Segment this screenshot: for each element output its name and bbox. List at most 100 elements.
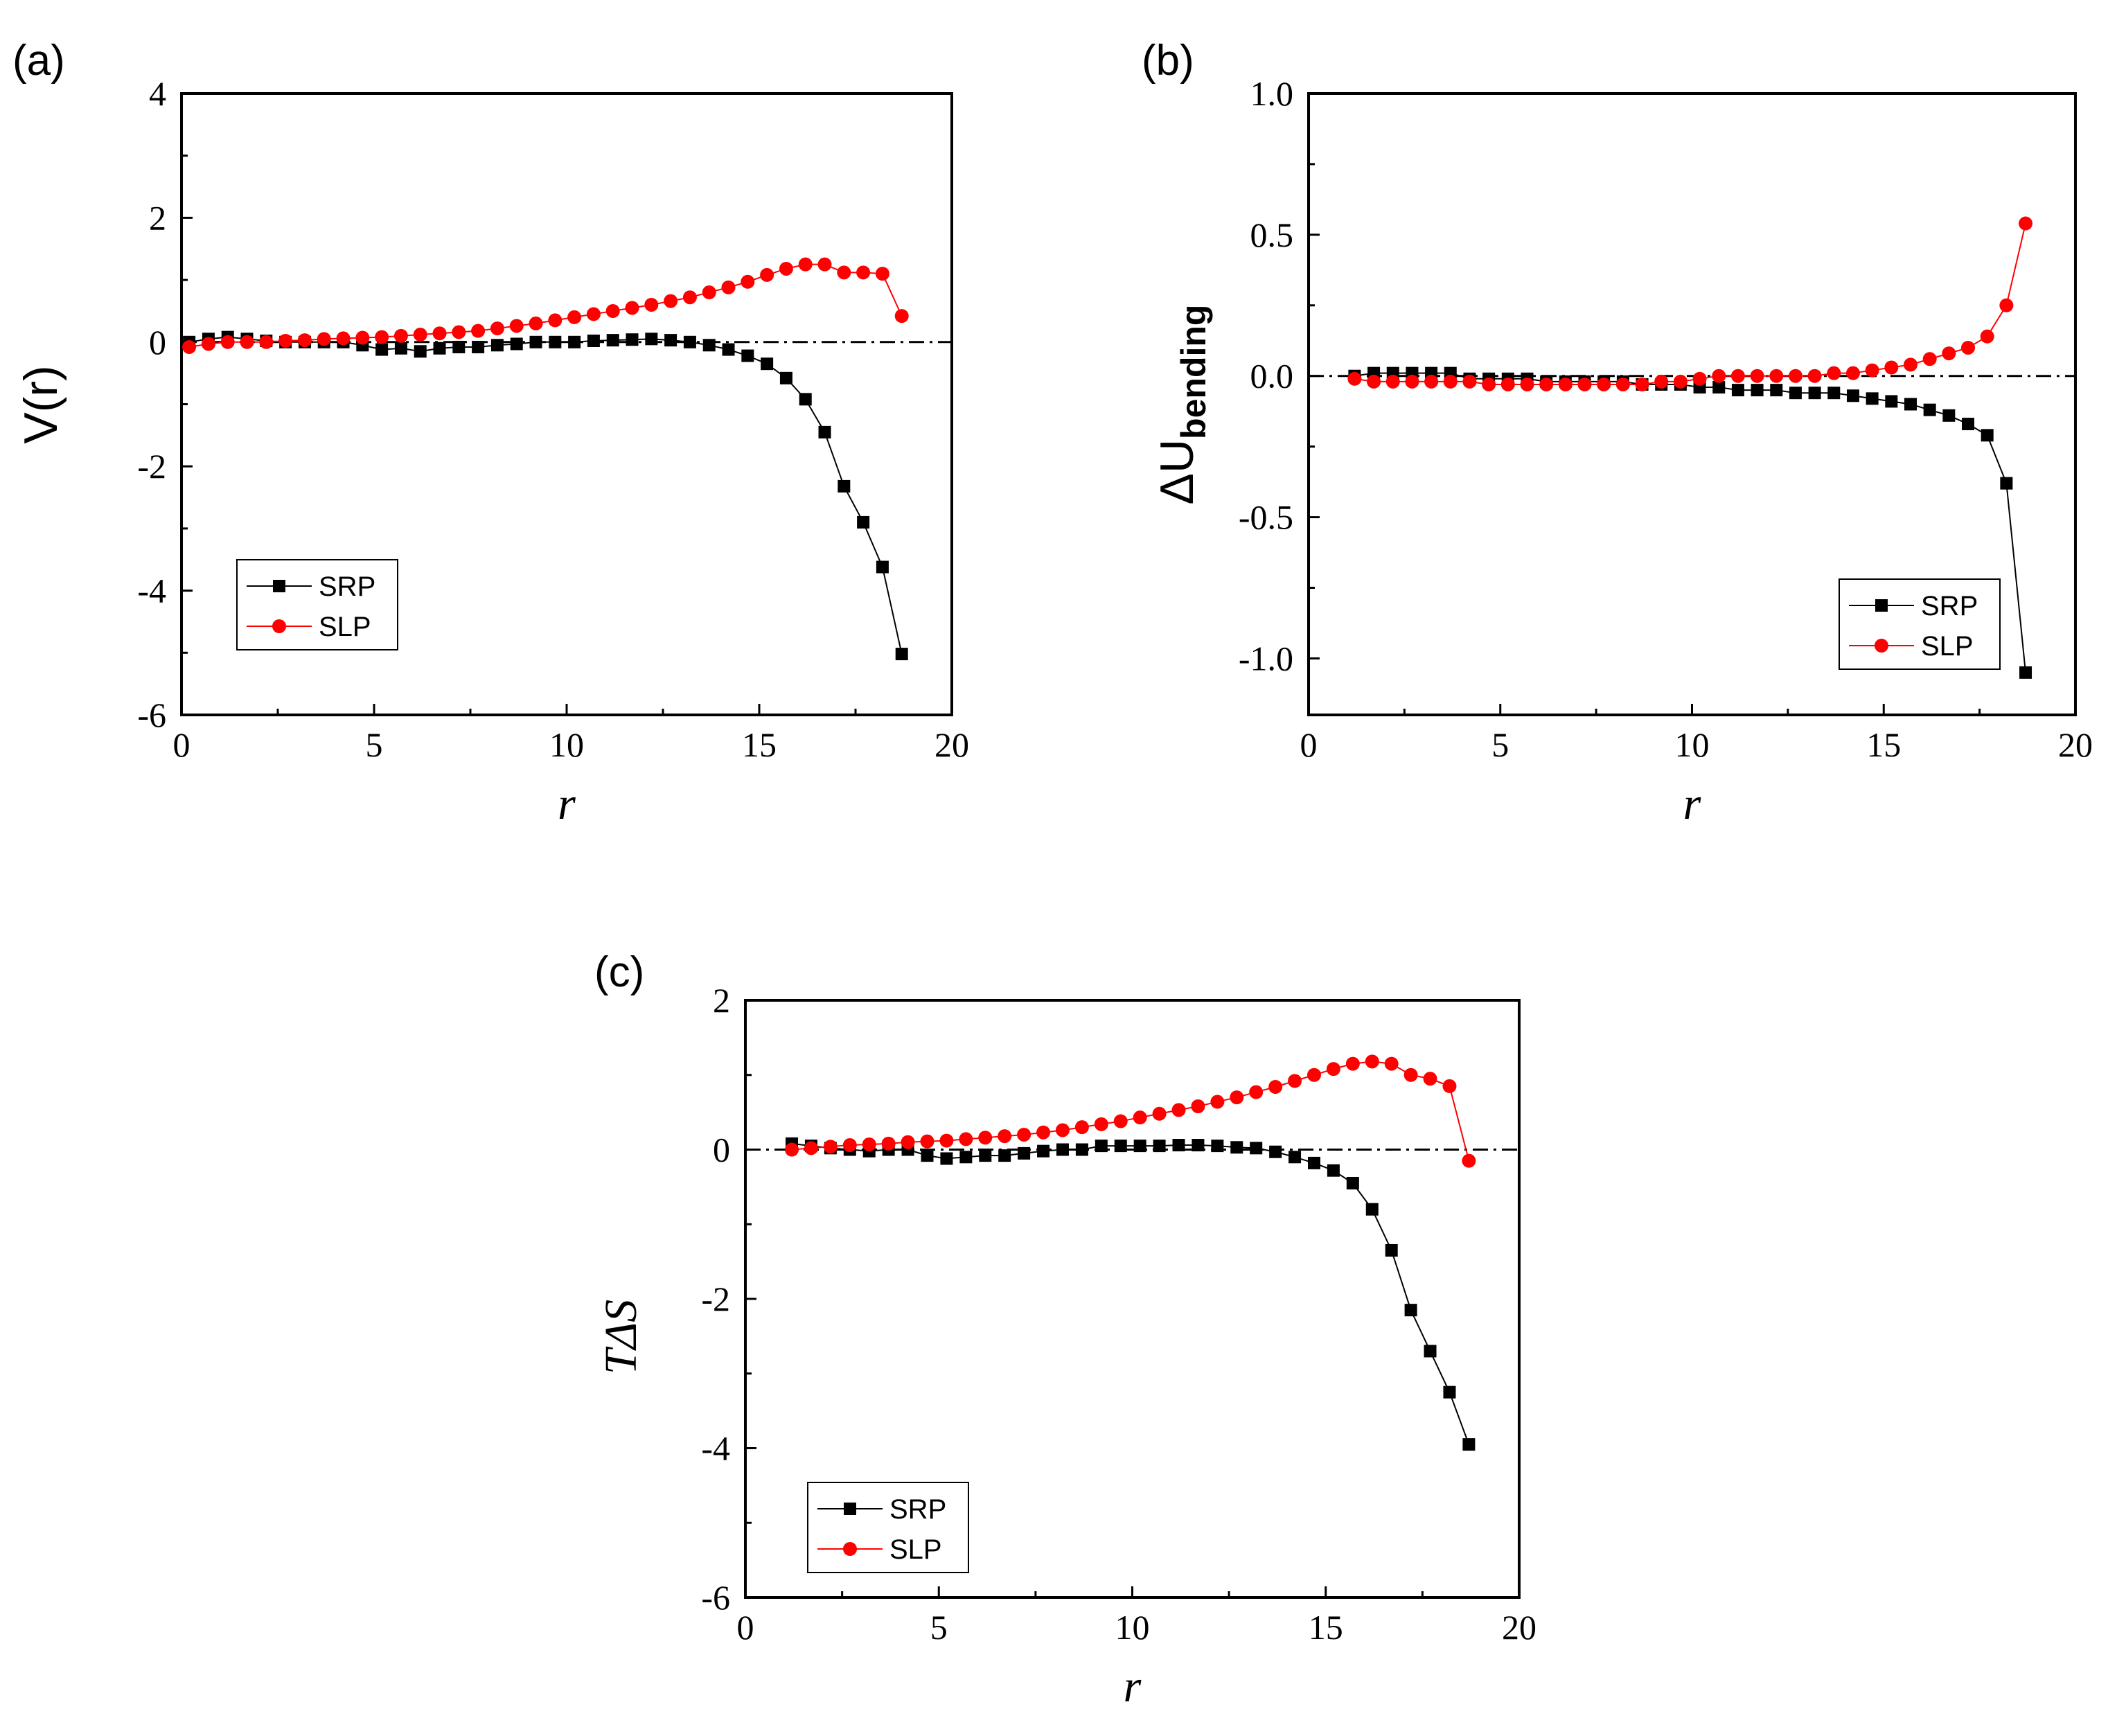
data-point-slp bbox=[1961, 340, 1976, 355]
y-tick-label: -6 bbox=[701, 1578, 730, 1617]
data-point-slp bbox=[1903, 357, 1917, 372]
data-point-srp bbox=[799, 393, 812, 406]
data-point-slp bbox=[798, 257, 813, 272]
data-point-srp bbox=[587, 335, 600, 348]
data-point-slp bbox=[881, 1136, 896, 1151]
data-point-slp bbox=[837, 265, 851, 280]
data-point-slp bbox=[1365, 1054, 1379, 1069]
data-point-slp bbox=[490, 321, 504, 336]
legend-marker-srp bbox=[273, 580, 285, 592]
data-point-srp bbox=[1385, 1243, 1398, 1257]
data-point-slp bbox=[413, 328, 427, 342]
data-point-slp bbox=[1750, 369, 1764, 383]
data-point-srp bbox=[1443, 1385, 1456, 1399]
data-point-srp bbox=[818, 425, 831, 439]
data-point-srp bbox=[549, 335, 562, 348]
data-point-slp bbox=[1171, 1103, 1186, 1117]
data-point-slp bbox=[1094, 1117, 1108, 1131]
data-point-slp bbox=[1133, 1110, 1147, 1125]
data-point-slp bbox=[278, 334, 293, 348]
data-point-srp bbox=[1404, 1304, 1417, 1317]
data-point-slp bbox=[842, 1138, 857, 1153]
data-point-srp bbox=[433, 342, 446, 355]
data-point-srp bbox=[1365, 1203, 1379, 1216]
data-point-slp bbox=[1423, 1072, 1437, 1086]
panel-b-label: (b) bbox=[1142, 37, 1194, 85]
legend-marker-slp bbox=[843, 1542, 857, 1556]
data-point-slp bbox=[1482, 377, 1496, 391]
x-tick-label: 20 bbox=[2058, 725, 2093, 764]
data-point-srp bbox=[1172, 1139, 1185, 1152]
y-tick-label: -4 bbox=[137, 572, 166, 610]
data-point-slp bbox=[862, 1137, 876, 1151]
data-point-slp bbox=[1865, 363, 1879, 378]
data-point-srp bbox=[1424, 1345, 1437, 1358]
data-point-slp bbox=[1845, 366, 1860, 380]
y-tick-label: 0 bbox=[713, 1131, 730, 1169]
data-point-srp bbox=[722, 343, 735, 356]
data-point-slp bbox=[1884, 360, 1899, 375]
panel-a-x-axis-title: r bbox=[558, 779, 576, 829]
data-point-srp bbox=[1981, 429, 1994, 442]
data-point-srp bbox=[959, 1151, 973, 1164]
panel-a-axis-ticks: 0 5 10 15 20 -6 -4 -2 0 2 4 bbox=[137, 74, 969, 764]
data-point-srp bbox=[838, 479, 851, 493]
data-point-srp bbox=[895, 648, 908, 661]
data-point-slp bbox=[317, 332, 331, 346]
legend-box bbox=[807, 1482, 969, 1573]
data-point-srp bbox=[414, 345, 427, 358]
data-point-slp bbox=[978, 1131, 993, 1145]
data-point-srp bbox=[1095, 1140, 1108, 1153]
data-point-srp bbox=[664, 334, 677, 347]
y-tick-label: -4 bbox=[701, 1429, 730, 1468]
data-point-srp bbox=[683, 335, 696, 348]
data-point-srp bbox=[1114, 1140, 1127, 1153]
data-point-slp bbox=[644, 297, 659, 312]
data-point-srp bbox=[921, 1149, 934, 1162]
x-tick-label: 10 bbox=[1675, 725, 1710, 764]
y-tick-label: 1.0 bbox=[1250, 74, 1294, 113]
data-point-slp bbox=[779, 261, 793, 276]
data-point-srp bbox=[1075, 1143, 1088, 1156]
x-tick-label: 15 bbox=[1309, 1608, 1343, 1647]
data-point-slp bbox=[529, 316, 543, 330]
panel-c: (c) 0 5 10 15 20 -6 -4 -2 0 2 r TΔS SRP SLP bbox=[594, 948, 1536, 1712]
data-point-srp bbox=[1327, 1164, 1340, 1177]
data-point-slp bbox=[1288, 1074, 1302, 1088]
panel-a: (a) 0 5 10 15 20 -6 -4 -2 0 2 4 r V(r) SRP SLP bbox=[12, 37, 969, 829]
data-point-srp bbox=[1962, 418, 1975, 431]
panel-c-x-axis-title: r bbox=[1124, 1661, 1142, 1712]
data-point-slp bbox=[259, 335, 274, 349]
data-point-slp bbox=[1922, 352, 1937, 366]
data-point-slp bbox=[1385, 374, 1400, 389]
data-point-srp bbox=[979, 1149, 992, 1162]
data-point-srp bbox=[1211, 1140, 1224, 1153]
x-tick-label: 15 bbox=[1866, 725, 1901, 764]
panel-a-y-axis-title: V(r) bbox=[15, 365, 67, 443]
y-tick-label: -1.0 bbox=[1239, 639, 1293, 677]
data-point-slp bbox=[901, 1135, 915, 1149]
legend-label-srp: SRP bbox=[1921, 591, 1978, 621]
data-point-srp bbox=[1269, 1145, 1282, 1158]
data-point-slp bbox=[375, 330, 389, 344]
series-line-srp bbox=[791, 1142, 1470, 1445]
data-point-srp bbox=[645, 333, 658, 346]
data-point-slp bbox=[1442, 1079, 1457, 1093]
data-point-slp bbox=[1462, 374, 1477, 389]
data-point-srp bbox=[394, 342, 407, 355]
data-point-srp bbox=[702, 339, 716, 352]
data-point-slp bbox=[817, 257, 832, 272]
data-point-slp bbox=[1500, 377, 1515, 391]
data-point-slp bbox=[1788, 369, 1802, 383]
legend-label-slp: SLP bbox=[1921, 631, 1974, 662]
data-point-srp bbox=[857, 515, 870, 529]
data-point-slp bbox=[471, 324, 486, 338]
data-point-srp bbox=[1230, 1141, 1243, 1154]
data-point-slp bbox=[1384, 1056, 1399, 1071]
data-point-slp bbox=[1367, 374, 1381, 389]
data-point-slp bbox=[1692, 371, 1707, 386]
x-tick-label: 20 bbox=[935, 725, 969, 764]
data-point-slp bbox=[721, 280, 736, 294]
data-point-slp bbox=[1443, 374, 1458, 389]
data-point-srp bbox=[472, 340, 485, 353]
